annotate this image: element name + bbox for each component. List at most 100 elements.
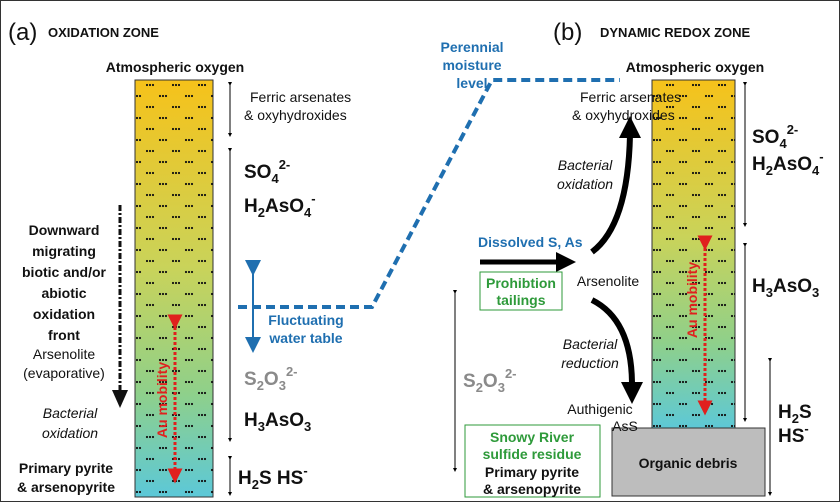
label: & oxyhydroxides: [572, 107, 675, 123]
label: reduction: [561, 355, 619, 371]
panel-title: DYNAMIC REDOX ZONE: [600, 25, 751, 40]
panel-title: OXIDATION ZONE: [48, 25, 159, 40]
formula: H2AsO4-: [244, 191, 316, 220]
label: oxidation: [42, 425, 98, 441]
formula-part: S HS: [259, 468, 303, 489]
formula-part: 3: [304, 419, 311, 434]
label: sulfide residue: [483, 446, 582, 462]
formula-part: -: [819, 149, 823, 164]
label: Atmospheric oxygen: [626, 59, 764, 75]
formula: H3AsO3: [752, 276, 819, 300]
formula-part: SO: [244, 162, 271, 183]
label: (evaporative): [23, 365, 105, 381]
formula-part: O: [483, 371, 498, 392]
formula-part: 4: [812, 163, 820, 178]
formula-part: 2: [258, 205, 265, 220]
label: Bacterial: [563, 336, 618, 352]
label: tailings: [496, 292, 545, 308]
formula-part: H: [244, 410, 258, 431]
formula-part: S: [799, 402, 812, 423]
formula-part: S: [244, 369, 257, 390]
formula: H2AsO4-: [752, 149, 824, 178]
front-arrow: [112, 390, 128, 408]
label: & arsenopyrite: [483, 481, 581, 497]
au-label: Au mobility: [684, 262, 700, 338]
formula-part: 2-: [279, 157, 291, 172]
formula-part: S: [463, 371, 476, 392]
label: Ferric arsenates: [580, 89, 681, 105]
label: & arsenopyrite: [17, 479, 115, 495]
label: & oxyhydroxides: [244, 107, 347, 123]
formula-part: AsO: [265, 410, 304, 431]
label: water table: [268, 330, 342, 346]
label: oxidation: [557, 176, 613, 192]
formula-part: 2: [252, 477, 259, 492]
formula: S2O32-: [244, 364, 298, 393]
label: level: [456, 75, 487, 91]
formula-part: O: [264, 369, 279, 390]
formula-part: 4: [304, 205, 312, 220]
formula-part: H: [778, 402, 792, 423]
column-b-dots: [652, 80, 735, 430]
formula-part: 2: [766, 163, 773, 178]
formula-part: AsO: [773, 276, 812, 297]
formula-part: -: [804, 421, 808, 436]
label: front: [48, 327, 80, 343]
label: Ferric arsenates: [250, 89, 351, 105]
formula-part: 2: [257, 378, 264, 393]
panel-label: (b): [553, 19, 582, 46]
label: migrating: [32, 243, 96, 259]
formula-part: HS: [778, 426, 804, 447]
label: Perennial: [440, 39, 503, 55]
label: Bacterial: [558, 157, 613, 173]
label: Primary pyrite: [19, 460, 113, 476]
formula-part: 3: [498, 380, 505, 395]
formula-part: 2: [792, 411, 799, 426]
formula-part: 3: [279, 378, 286, 393]
formula-part: 3: [258, 419, 265, 434]
ox-arrow: [592, 135, 630, 252]
flow-arrow-head: [556, 252, 576, 272]
formula-part: 2-: [505, 366, 517, 381]
formula-part: 2: [476, 380, 483, 395]
formula-part: 3: [812, 285, 819, 300]
label: AsS: [612, 418, 638, 434]
label: Arsenolite: [33, 346, 95, 362]
formula-part: SO: [752, 127, 779, 148]
label: moisture: [442, 57, 501, 73]
formula-part: 4: [779, 136, 787, 151]
formula-part: H: [752, 276, 766, 297]
formula-part: H: [238, 468, 252, 489]
formula: S2O32-: [463, 366, 517, 395]
label: Fluctuating: [268, 312, 343, 328]
label: biotic and/or: [22, 264, 107, 280]
label: abiotic: [41, 285, 86, 301]
formula-part: 2-: [787, 122, 799, 137]
formula: SO42-: [752, 122, 798, 151]
formula-part: AsO: [773, 154, 812, 175]
formula: H2S HS-: [238, 463, 308, 492]
figure: (a) OXIDATION ZONE Atmospheric oxygen Fe…: [0, 0, 840, 502]
formula-part: 3: [766, 285, 773, 300]
label: Snowy River: [490, 429, 575, 445]
formula: SO42-: [244, 157, 290, 186]
formula-part: 4: [271, 171, 279, 186]
label: Organic debris: [639, 455, 738, 471]
label: Bacterial: [43, 405, 98, 421]
formula-part: 2-: [286, 364, 298, 379]
au-label: Au mobility: [154, 362, 170, 438]
label: oxidation: [33, 306, 95, 322]
label: Arsenolite: [577, 273, 639, 289]
label: Prohibtion: [486, 275, 556, 291]
formula-part: -: [311, 191, 315, 206]
label: Downward: [29, 222, 100, 238]
panel-label: (a): [8, 19, 37, 46]
formula-part: AsO: [265, 196, 304, 217]
formula-part: -: [303, 463, 307, 478]
label: Atmospheric oxygen: [106, 59, 244, 75]
formula: H3AsO3: [244, 410, 311, 434]
formula-part: H: [244, 196, 258, 217]
label: Authigenic: [567, 401, 632, 417]
formula-part: H: [752, 154, 766, 175]
label: Dissolved S, As: [478, 234, 583, 250]
